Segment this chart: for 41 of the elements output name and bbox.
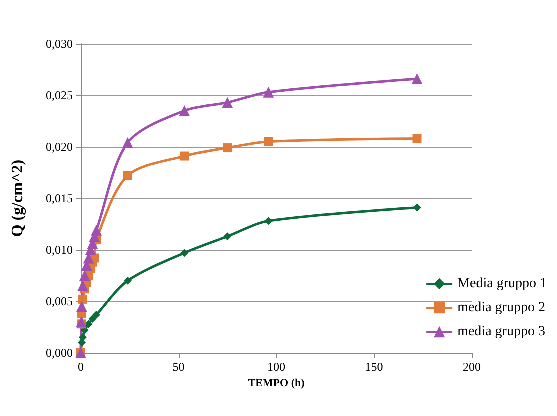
point: [180, 152, 190, 161]
legend-label: Media gruppo 1: [458, 276, 548, 292]
x-tick-label: 0: [78, 360, 84, 374]
x-tick-label: 150: [365, 360, 384, 374]
x-tick-label: 200: [463, 360, 481, 374]
point: [124, 276, 132, 285]
point: [123, 171, 132, 180]
point: [76, 316, 87, 328]
point: [76, 301, 88, 312]
point: [223, 144, 232, 153]
point: [412, 134, 422, 144]
point: [122, 137, 134, 148]
point: [264, 137, 274, 146]
y-tick-label: 0,030: [46, 37, 73, 51]
y-tick-label: 0,015: [46, 192, 73, 206]
point: [264, 217, 273, 226]
point: [179, 105, 190, 116]
point: [77, 280, 88, 292]
point: [222, 97, 234, 108]
x-axis-title: TEMPO (h): [248, 377, 306, 390]
point: [412, 74, 423, 85]
x-tick-label: 100: [268, 360, 286, 374]
point: [88, 315, 97, 324]
point: [78, 294, 88, 304]
point: [180, 249, 189, 258]
legend-label: media gruppo 2: [458, 300, 546, 316]
y-tick-label: 0,020: [46, 140, 73, 154]
y-tick-label: 0,010: [46, 243, 73, 257]
point: [91, 224, 102, 236]
point: [79, 270, 90, 282]
point: [413, 204, 422, 212]
point: [92, 310, 101, 319]
legend-label: media gruppo 3: [458, 324, 546, 340]
point: [78, 334, 87, 342]
point: [224, 232, 232, 241]
y-axis-title: Q (g/cm^2): [10, 160, 26, 238]
y-tick-label: 0,005: [46, 294, 73, 308]
point: [263, 86, 274, 98]
x-tick-label: 50: [172, 360, 185, 374]
y-tick-label: 0,000: [46, 346, 73, 360]
y-tick-label: 0,025: [46, 88, 73, 102]
